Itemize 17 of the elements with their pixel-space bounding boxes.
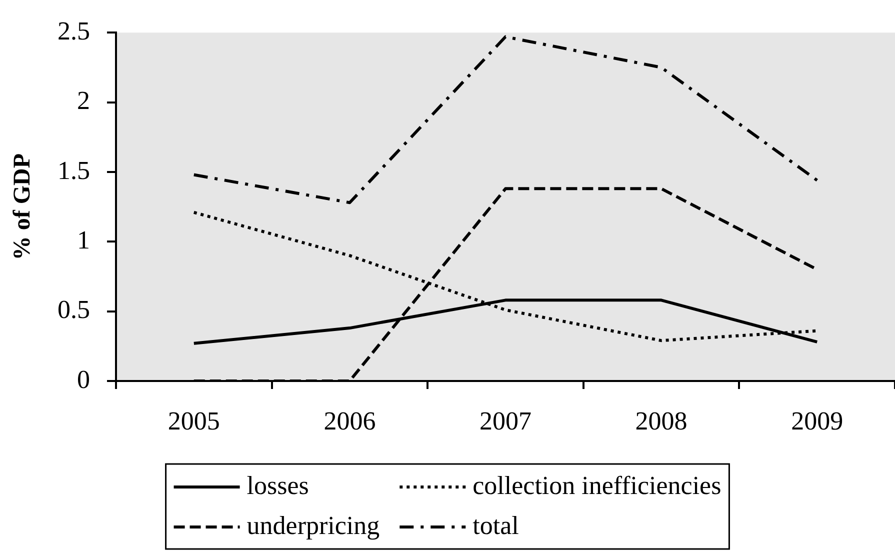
y-tick-label: 0.5 (58, 295, 90, 324)
y-tick-label: 2.5 (58, 16, 90, 46)
legend-label: losses (246, 470, 309, 500)
y-tick-label: 1.5 (58, 156, 90, 185)
legend-label: total (472, 510, 519, 540)
line-series (192, 35, 819, 204)
legend-label: collection inefficiencies (472, 470, 722, 500)
legend-label: underpricing (246, 510, 380, 540)
y-axis-title: % of GDP (10, 153, 36, 260)
y-tick-label: 2 (77, 86, 90, 116)
x-tick-label: 2005 (168, 406, 220, 436)
y-tick-label: 0 (77, 364, 90, 394)
x-tick-label: 2008 (635, 406, 688, 436)
x-tick-label: 2009 (791, 406, 844, 436)
y-tick-label: 1 (77, 225, 90, 254)
x-tick-label: 2007 (480, 406, 532, 436)
x-tick-label: 2006 (324, 406, 376, 436)
